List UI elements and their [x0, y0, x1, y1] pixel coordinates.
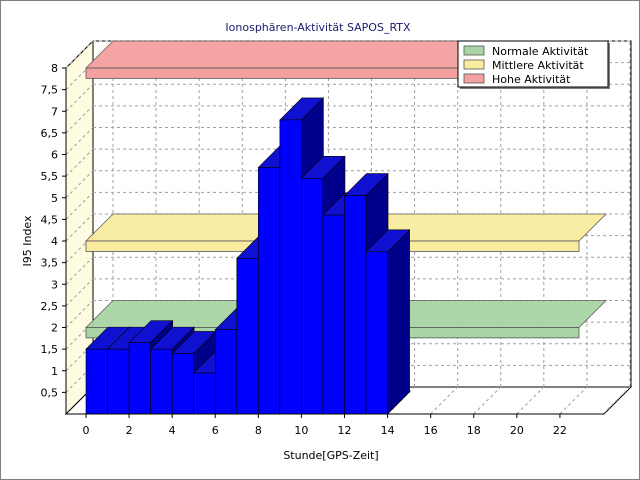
- bar: [365, 251, 388, 415]
- y-tick-label: 1,5: [41, 343, 59, 356]
- x-tick-label: 2: [126, 424, 133, 437]
- bar: [301, 177, 324, 415]
- y-tick-label: 7,5: [41, 84, 59, 97]
- x-tick-label: 14: [381, 424, 395, 437]
- x-axis-title: Stunde[GPS-Zeit]: [283, 449, 378, 462]
- y-tick-label: 5,5: [41, 170, 59, 183]
- bar: [214, 329, 238, 415]
- legend-swatch: [463, 59, 485, 70]
- gridline-wall: [65, 192, 94, 220]
- gridline-wall: [65, 127, 94, 155]
- y-tick-label: 0,5: [41, 386, 59, 399]
- gridline-wall: [65, 148, 94, 177]
- x-tick-label: 20: [510, 424, 524, 437]
- x-tick-label: 6: [212, 424, 219, 437]
- bar: [344, 195, 367, 415]
- bar: [171, 353, 195, 415]
- legend-label: Mittlere Aktivität: [492, 59, 584, 72]
- bar: [107, 348, 130, 415]
- gridline-floor: [602, 386, 631, 415]
- bar: [322, 214, 345, 415]
- y-tick-label: 4,5: [41, 213, 59, 226]
- x-tick-label: 12: [338, 424, 352, 437]
- x-tick-label: 18: [467, 424, 481, 437]
- y-tick-label: 3: [51, 278, 58, 291]
- gridline-wall: [65, 256, 94, 285]
- y-tick-label: 7: [51, 105, 58, 118]
- gridline-wall: [65, 105, 94, 134]
- x-tick-label: 16: [424, 424, 438, 437]
- bar: [150, 348, 173, 415]
- gridline-floor: [473, 386, 502, 415]
- legend-label: Hohe Aktivität: [492, 73, 571, 86]
- bar: [85, 348, 108, 415]
- y-tick-label: 1: [51, 365, 58, 378]
- gridline-wall: [65, 170, 94, 199]
- gridline-wall: [65, 40, 94, 69]
- y-tick-label: 2,5: [41, 300, 59, 313]
- x-tick-label: 8: [255, 424, 262, 437]
- chart-title: Ionosphären-Aktivität SAPOS_RTX: [225, 21, 411, 34]
- gridline-wall: [65, 300, 94, 328]
- gridline-floor: [430, 386, 459, 415]
- gridline-wall: [65, 83, 94, 112]
- y-tick-label: 5: [51, 192, 58, 205]
- x-tick-label: 10: [294, 424, 308, 437]
- y-tick-label: 2: [51, 322, 58, 335]
- legend-swatch: [463, 73, 485, 84]
- gridline-wall: [65, 278, 94, 307]
- y-tick-label: 6: [51, 149, 58, 162]
- bar: [279, 119, 302, 415]
- bar: [193, 372, 216, 415]
- x-tick-label: 0: [83, 424, 90, 437]
- y-tick-label: 4: [51, 235, 58, 248]
- y-tick-label: 8: [51, 62, 58, 75]
- gridline-wall: [65, 213, 94, 242]
- bar: [258, 167, 281, 415]
- bar: [236, 257, 259, 415]
- bar: [128, 342, 151, 415]
- bar-side: [387, 229, 410, 415]
- legend-swatch: [463, 45, 485, 56]
- gridline-floor: [559, 386, 588, 415]
- legend-label: Normale Aktivität: [492, 45, 589, 58]
- y-tick-label: 3,5: [41, 257, 59, 270]
- x-axis-ticks: 0 2 4 6 8 10 12 14 16 18 20 22: [83, 414, 567, 437]
- x-tick-label: 22: [553, 424, 567, 437]
- gridline-floor: [516, 386, 545, 415]
- y-axis-title: I95 Index: [21, 215, 34, 267]
- x-tick-label: 4: [169, 424, 176, 437]
- y-axis-ticks: 0,5 1 1,5 2 2,5 3 3,5 4 4,5 5 5,5 6 6,5 7 7,5 8: [41, 62, 66, 399]
- y-tick-label: 6,5: [41, 127, 59, 140]
